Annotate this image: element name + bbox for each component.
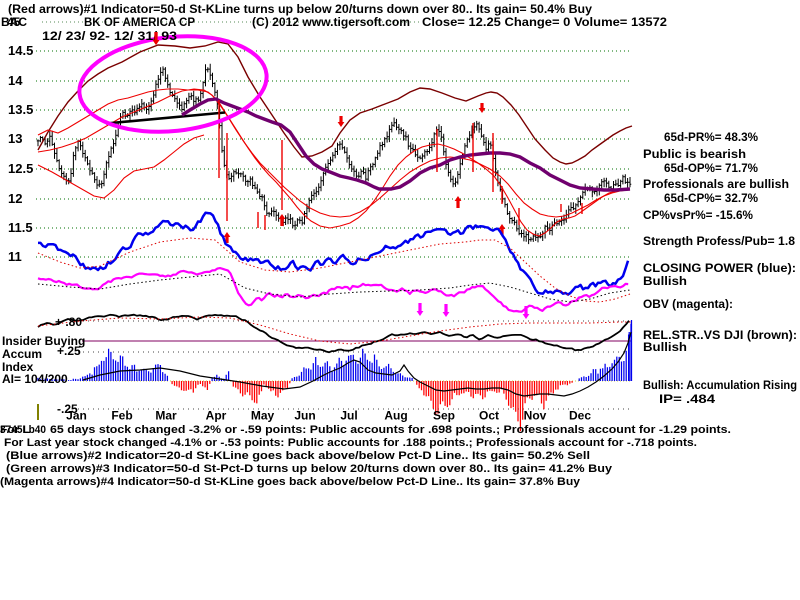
svg-text:(Green arrows)#3 Indicator=50-: (Green arrows)#3 Indicator=50-d St-Pct-D… bbox=[6, 463, 613, 475]
svg-text:BK OF AMERICA CP: BK OF AMERICA CP bbox=[84, 15, 195, 29]
svg-text:65d-PR%= 48.3%: 65d-PR%= 48.3% bbox=[664, 130, 758, 144]
svg-text:Feb: Feb bbox=[111, 409, 132, 423]
svg-text:45: 45 bbox=[7, 15, 21, 29]
svg-text:(C) 2012 www.tigersoft.com: (C) 2012 www.tigersoft.com bbox=[252, 15, 410, 29]
svg-text:Jun: Jun bbox=[294, 409, 315, 423]
svg-text:Sep: Sep bbox=[433, 409, 455, 423]
svg-text:CP%vsPr%= -15.6%: CP%vsPr%= -15.6% bbox=[643, 208, 753, 222]
svg-text:65d-OP%= 71.7%: 65d-OP%= 71.7% bbox=[664, 161, 758, 175]
svg-text:-.25: -.25 bbox=[57, 402, 78, 416]
svg-text:Bullish: Bullish bbox=[643, 274, 687, 288]
svg-text:14: 14 bbox=[8, 73, 23, 88]
svg-text:65 days stock changed -3.2% or: 65 days stock changed -3.2% or -.59 poin… bbox=[50, 424, 731, 436]
svg-text:(Magenta arrows)#4 Indicator=5: (Magenta arrows)#4 Indicator=50-d St-KLi… bbox=[0, 476, 581, 488]
svg-text:65d-CP%= 32.7%: 65d-CP%= 32.7% bbox=[664, 191, 758, 205]
svg-text:CLOSING POWER (blue):: CLOSING POWER (blue): bbox=[643, 261, 796, 275]
svg-text:Bullish: Bullish bbox=[643, 340, 687, 354]
svg-text:Accum: Accum bbox=[2, 347, 42, 361]
svg-text:OBV (magenta):: OBV (magenta): bbox=[643, 297, 733, 311]
svg-text:Jan: Jan bbox=[66, 409, 87, 423]
svg-text:IP= .484: IP= .484 bbox=[659, 392, 715, 406]
svg-text:12: 12 bbox=[8, 191, 22, 206]
svg-text:Strength Profess/Pub= 1.8: Strength Profess/Pub= 1.8 bbox=[643, 234, 795, 248]
svg-text:3745Lb40: 3745Lb40 bbox=[0, 424, 46, 436]
svg-text:+ .80: + .80 bbox=[55, 315, 82, 329]
svg-text:12.5: 12.5 bbox=[8, 161, 33, 176]
svg-text:Professionals are bullish: Professionals are bullish bbox=[643, 177, 789, 191]
svg-text:Jul: Jul bbox=[340, 409, 357, 423]
svg-text:+.25: +.25 bbox=[57, 344, 81, 358]
svg-text:11.5: 11.5 bbox=[8, 220, 33, 235]
svg-text:AI= 104/200: AI= 104/200 bbox=[2, 372, 68, 386]
svg-text:Index: Index bbox=[2, 360, 34, 374]
svg-text:(Blue arrows)#2 Indicator=20-d: (Blue arrows)#2 Indicator=20-d St-KLine … bbox=[6, 450, 590, 462]
svg-text:BAC: BAC bbox=[1, 15, 27, 29]
svg-text:For L: For L bbox=[0, 424, 30, 436]
svg-text:For Last year stock changed -4: For Last year stock changed -4.1% or -.5… bbox=[4, 437, 697, 449]
svg-text:(Red arrows)#1 Indicator=50-d: (Red arrows)#1 Indicator=50-d St-KLine t… bbox=[8, 2, 592, 16]
svg-text:Insider Buying: Insider Buying bbox=[2, 334, 85, 348]
svg-text:Apr: Apr bbox=[206, 409, 227, 423]
svg-text:12/ 23/ 92- 12/ 31/ 93: 12/ 23/ 92- 12/ 31/ 93 bbox=[42, 29, 177, 43]
svg-text:May: May bbox=[251, 409, 275, 423]
svg-text:14.5: 14.5 bbox=[8, 43, 33, 58]
svg-text:Dec: Dec bbox=[569, 409, 591, 423]
svg-text:Mar: Mar bbox=[155, 409, 177, 423]
svg-text:Oct: Oct bbox=[479, 409, 499, 423]
svg-text:13: 13 bbox=[8, 131, 22, 146]
svg-text:11: 11 bbox=[8, 249, 22, 264]
svg-text:Aug: Aug bbox=[384, 409, 407, 423]
svg-text:Public is bearish: Public is bearish bbox=[643, 147, 746, 161]
svg-text:Bullish: Accumulation Rising: Bullish: Accumulation Rising bbox=[643, 378, 797, 392]
svg-text:13.5: 13.5 bbox=[8, 102, 33, 117]
svg-text:Nov: Nov bbox=[524, 409, 547, 423]
svg-text:REL.STR..VS DJI (brown):: REL.STR..VS DJI (brown): bbox=[643, 328, 797, 342]
svg-text:Close= 12.25 Change= 0 Volum: Close= 12.25 Change= 0 Volume= 13572 bbox=[422, 15, 667, 29]
